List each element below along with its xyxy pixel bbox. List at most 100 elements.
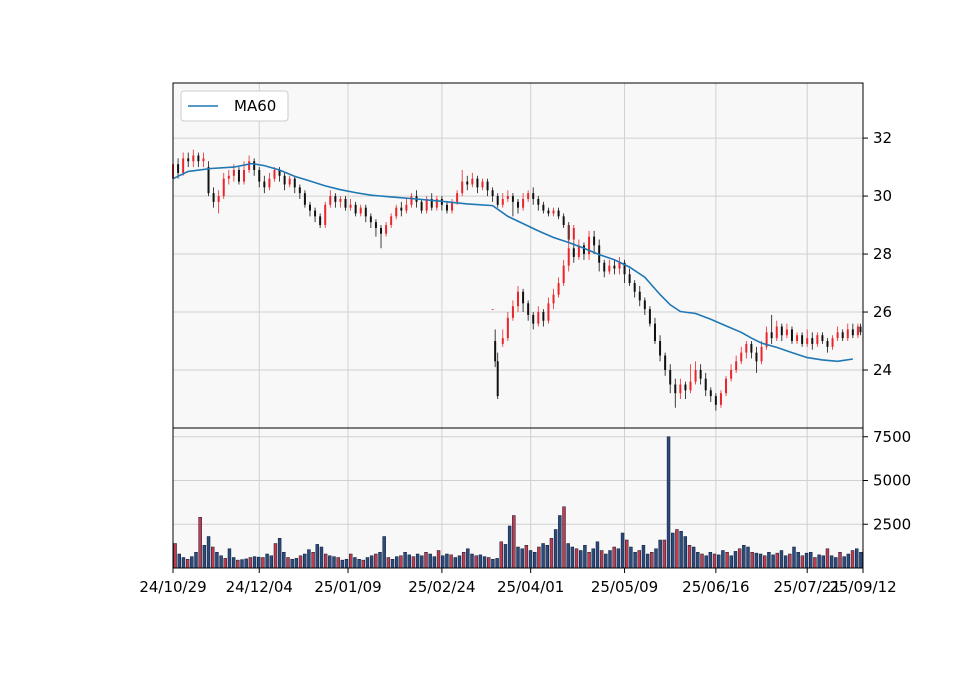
volume-bar (177, 553, 181, 569)
volume-bar (374, 553, 378, 569)
candle-body (481, 181, 484, 188)
volume-bar (742, 545, 746, 569)
volume-bar (574, 548, 579, 569)
volume-bar (520, 548, 524, 569)
candle-body (314, 210, 317, 217)
volume-bar (269, 555, 273, 569)
candle-body (714, 396, 717, 405)
volume-bar (637, 550, 641, 569)
volume-bar (353, 557, 357, 569)
candle-body (501, 198, 504, 205)
volume-bar (248, 557, 253, 569)
volume-bar (813, 557, 817, 569)
volume-bar (633, 552, 637, 569)
x-tick-label: 25/01/09 (314, 578, 381, 596)
candle-body (826, 341, 829, 347)
volume-bar (311, 552, 315, 569)
volume-bar (357, 559, 361, 569)
volume-bar (466, 548, 470, 569)
candle-body (496, 361, 499, 397)
price-tick-label: 30 (873, 187, 892, 205)
candle-body (268, 178, 271, 188)
candle-body (308, 204, 311, 211)
volume-bar (219, 555, 223, 569)
legend-ma60-label: MA60 (234, 97, 276, 115)
volume-bar (775, 552, 779, 569)
volume-bar (754, 552, 759, 569)
volume-bar (265, 553, 269, 569)
volume-bar (231, 557, 236, 569)
volume-bar (553, 529, 558, 569)
volume-bar (507, 525, 512, 569)
volume-bar (537, 546, 541, 569)
candle-body (243, 169, 246, 182)
volume-bar (850, 550, 855, 569)
volume-bar (491, 559, 495, 569)
candle-body (288, 178, 291, 185)
volume-bar (767, 552, 771, 569)
volume-bar (445, 553, 449, 569)
volume-bar (202, 545, 207, 569)
candle-body (719, 393, 722, 405)
candle-body (638, 291, 641, 301)
volume-bar (273, 543, 278, 569)
candle-body (410, 196, 413, 205)
candle-body (562, 265, 565, 284)
x-tick-label: 25/09/12 (829, 578, 896, 596)
price-tick-label: 24 (873, 361, 892, 379)
volume-bar (495, 558, 499, 569)
candle-body (359, 207, 362, 214)
candle-body (491, 190, 494, 197)
candle-body (572, 227, 575, 240)
candle-body (552, 210, 555, 214)
volume-bar (382, 536, 386, 569)
volume-bar (604, 553, 608, 569)
candle-body (344, 198, 347, 208)
candle-body (435, 198, 438, 208)
candle-body (511, 306, 514, 318)
candle-body (841, 332, 844, 339)
candle-body (648, 309, 651, 324)
candle-body (494, 341, 497, 362)
candle-body (501, 338, 504, 344)
candle-body (659, 341, 662, 356)
volume-bar (654, 548, 658, 569)
volume-bar (294, 558, 299, 569)
candle-body (780, 326, 783, 336)
candle-body (466, 181, 469, 185)
volume-bar (340, 559, 345, 569)
volume-bar (261, 557, 265, 569)
volume-bar (499, 541, 503, 569)
volume-bar (453, 557, 457, 569)
volume-bar (746, 546, 750, 569)
volume-bar (244, 558, 248, 569)
x-axis: 24/10/29 24/12/04 25/01/09 25/02/24 25/04/01… (139, 568, 897, 596)
candle-body (796, 335, 799, 342)
candle-body (232, 169, 235, 176)
candle-body (486, 181, 489, 191)
volume-bar (545, 545, 549, 569)
candle-body (537, 198, 540, 205)
volume-bar (579, 550, 583, 569)
volume-bar (441, 555, 445, 569)
volume-bar (470, 553, 474, 569)
candle-body (461, 181, 464, 194)
volume-bar (449, 554, 453, 569)
volume-bar (721, 550, 725, 569)
candle-body (775, 326, 778, 339)
candle-body (354, 204, 357, 214)
volume-bar (512, 515, 516, 569)
volume-bar (332, 556, 336, 569)
candle-body (202, 158, 205, 162)
candle-body (369, 216, 372, 223)
volume-panel-frame (172, 427, 864, 569)
volume-bar (846, 553, 851, 569)
volume-bar (704, 555, 708, 569)
candle-body (324, 204, 327, 226)
candle-body (273, 169, 276, 179)
volume-bar (315, 544, 319, 569)
volume-bar (516, 546, 520, 569)
volume-bar (436, 550, 441, 569)
candle-body (334, 196, 337, 202)
volume-bar (223, 558, 227, 569)
